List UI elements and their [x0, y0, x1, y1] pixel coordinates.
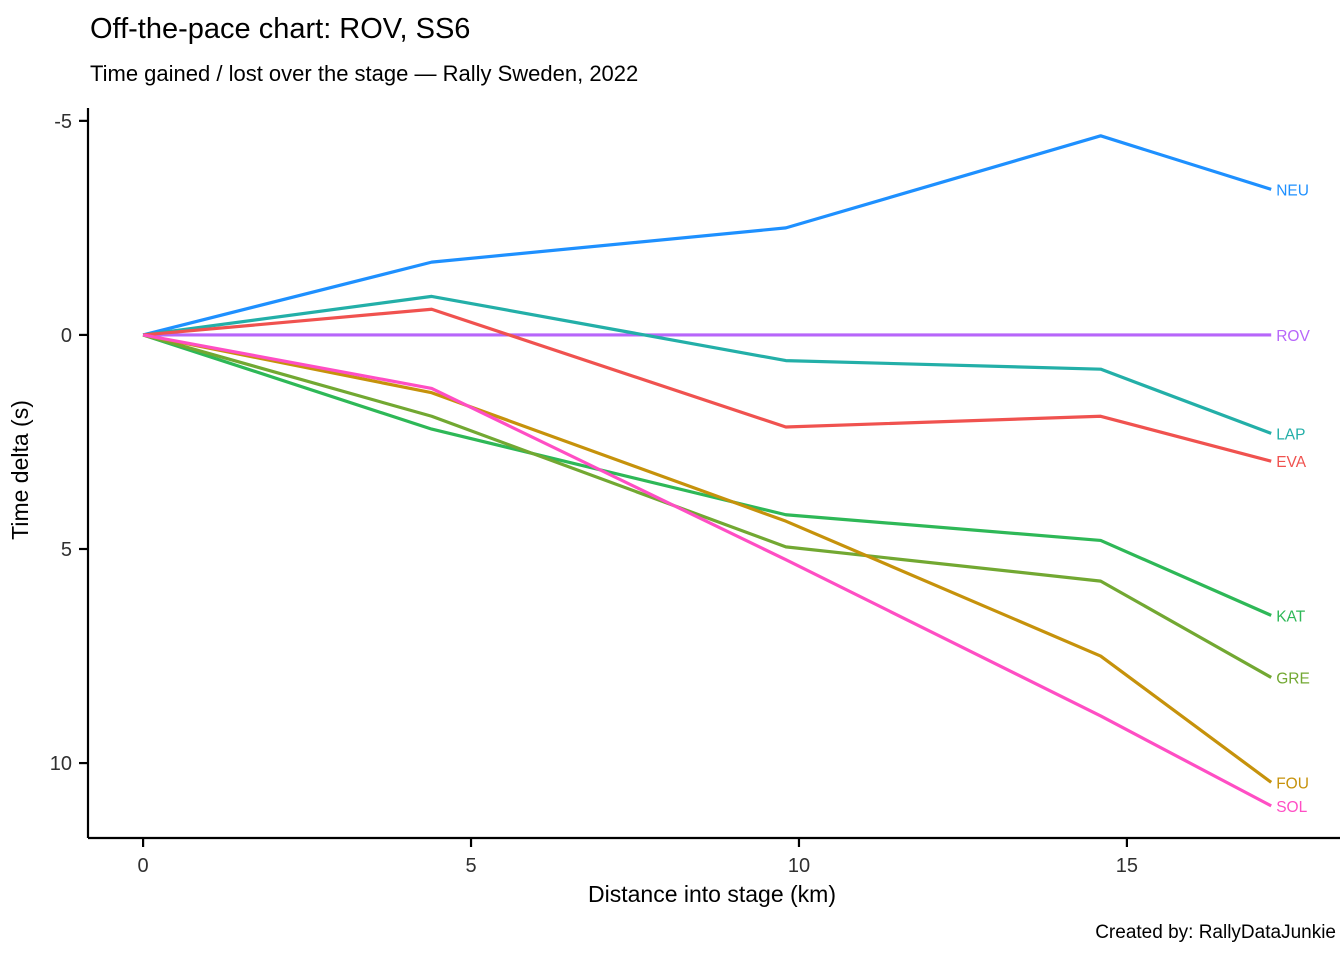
series-line-gre	[142, 333, 1272, 679]
y-tick-label: 0	[61, 325, 72, 347]
series-label-sol: SOL	[1276, 799, 1307, 816]
series-end-labels: NEU ROV LAP EVA KAT GRE FOU SOL	[1276, 182, 1310, 816]
y-tick-label: -5	[54, 111, 72, 133]
x-tick-label: 15	[1116, 855, 1138, 877]
series-label-neu: NEU	[1276, 182, 1309, 199]
series-line-fou	[142, 333, 1273, 784]
series-line-sol	[142, 333, 1272, 808]
series-label-kat: KAT	[1276, 608, 1306, 625]
x-tick-label: 10	[788, 855, 810, 877]
series-label-lap: LAP	[1276, 426, 1305, 443]
y-axis-title: Time delta (s)	[7, 400, 33, 540]
x-tick-label: 5	[465, 855, 476, 877]
series-line-eva	[142, 307, 1272, 463]
series-label-eva: EVA	[1276, 454, 1307, 471]
series-lines	[142, 134, 1273, 808]
series-label-fou: FOU	[1276, 775, 1309, 792]
axes: 0 5 10 15 -5 0 5 10	[50, 108, 1340, 877]
y-tick-label: 5	[61, 539, 72, 561]
chart-title: Off-the-pace chart: ROV, SS6	[90, 13, 470, 45]
y-tick-label: 10	[50, 753, 72, 775]
chart-subtitle: Time gained / lost over the stage — Rall…	[90, 61, 638, 86]
series-line-kat	[142, 333, 1272, 617]
x-tick-label: 0	[138, 855, 149, 877]
series-line-lap	[142, 294, 1272, 435]
x-axis-title: Distance into stage (km)	[588, 881, 836, 907]
series-line-neu	[142, 134, 1272, 337]
series-label-gre: GRE	[1276, 670, 1310, 687]
chart-caption: Created by: RallyDataJunkie	[1095, 922, 1336, 943]
series-label-rov: ROV	[1276, 328, 1310, 345]
